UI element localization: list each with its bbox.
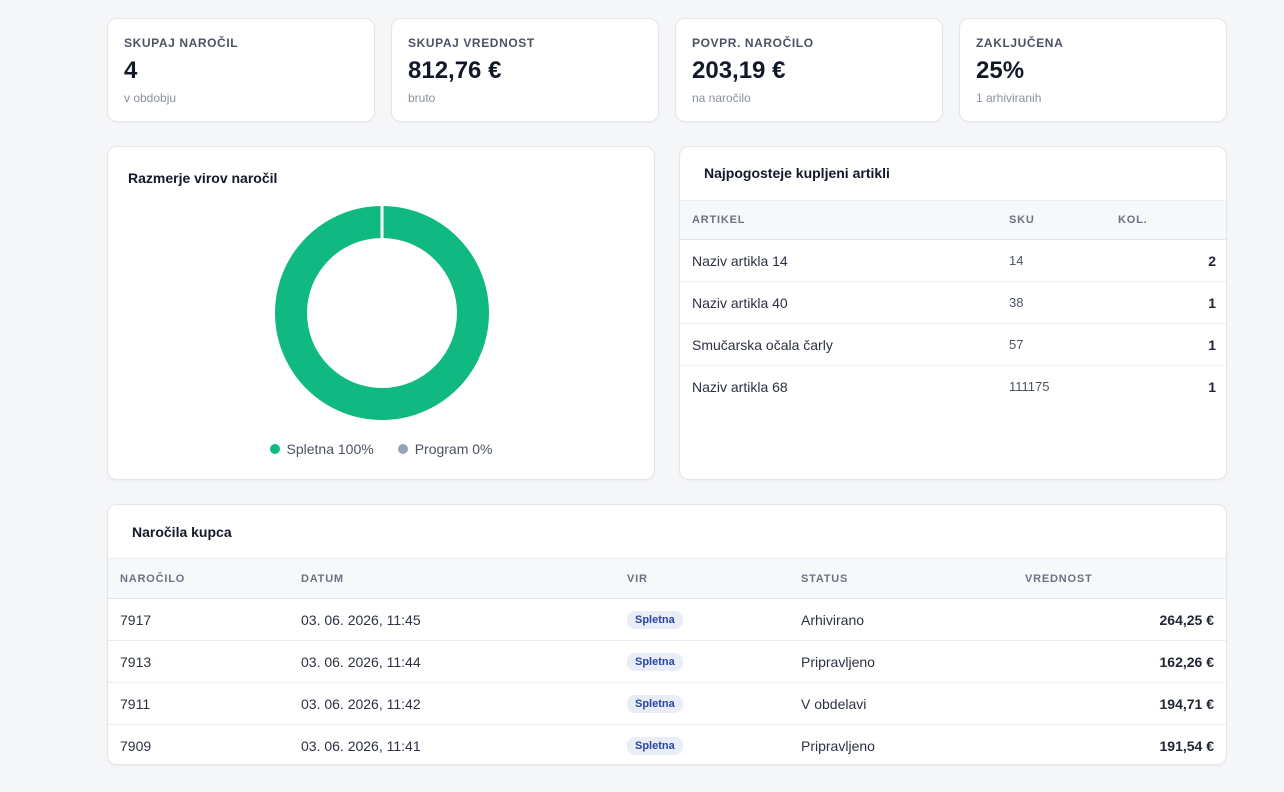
stat-card-total-value: SKUPAJ VREDNOST 812,76 € bruto [391, 18, 659, 122]
order-source: Spletna [627, 725, 801, 765]
article-sku: 111175 [1009, 379, 1050, 395]
customer-orders-table: NAROČILO DATUM VIR STATUS VREDNOST 7917 … [108, 558, 1226, 765]
order-status: Pripravljeno [801, 640, 1025, 683]
stat-label: SKUPAJ VREDNOST [408, 36, 535, 50]
stat-value: 4 [124, 57, 138, 84]
order-value: 191,54 € [1159, 737, 1215, 754]
order-id[interactable]: 7911 [108, 682, 301, 725]
stat-label: ZAKLJUČENA [976, 36, 1064, 50]
column-header-source[interactable]: VIR [627, 558, 801, 599]
order-sources-title: Razmerje virov naročil [128, 170, 278, 186]
order-status: V obdelavi [801, 682, 1025, 725]
stat-subtext: v obdobju [124, 91, 177, 105]
article-sku: 14 [1009, 239, 1118, 282]
order-id[interactable]: 7917 [108, 598, 301, 641]
stat-subtext: bruto [408, 91, 436, 105]
stat-value: 25% [976, 57, 1025, 84]
stat-subtext: na naročilo [692, 91, 751, 105]
order-value: 264,25 € [1025, 598, 1226, 641]
order-sources-card: Razmerje virov naročil Spletna 100% Prog… [107, 146, 655, 480]
stat-label: POVPR. NAROČILO [692, 36, 814, 50]
order-value: 162,26 € [1025, 640, 1226, 683]
order-sources-legend: Spletna 100% Program 0% [108, 441, 654, 457]
order-value: 194,71 € [1025, 682, 1226, 725]
order-date: 03. 06. 2026, 11:44 [301, 640, 627, 683]
top-items-title: Najpogosteje kupljeni artikli [704, 165, 890, 181]
article-sku: 38 [1009, 281, 1118, 324]
order-source: Spletna [627, 682, 801, 725]
stat-card-completed: ZAKLJUČENA 25% 1 arhiviranih [959, 18, 1227, 122]
table-row[interactable]: Naziv artikla 68 111175 1 [680, 366, 1226, 408]
legend-item-program[interactable]: Program 0% [397, 441, 493, 457]
customer-orders-card: Naročila kupca NAROČILO DATUM VIR STATUS… [107, 504, 1227, 765]
order-id[interactable]: 7913 [108, 640, 301, 683]
legend-dot-web [269, 444, 280, 454]
order-source: Spletna [627, 598, 801, 641]
table-row[interactable]: Smučarska očala čarly 57 1 [680, 323, 1226, 366]
column-header-article[interactable]: ARTIKEL [680, 200, 1009, 240]
order-date: 03. 06. 2026, 11:45 [301, 598, 627, 641]
order-status: Arhivirano [801, 598, 1025, 641]
stat-label: SKUPAJ NAROČIL [124, 36, 239, 50]
legend-item-web[interactable]: Spletna 100% [269, 441, 374, 457]
source-badge: Spletna [627, 737, 683, 756]
article-qty: 2 [1118, 239, 1226, 282]
column-header-sku[interactable]: SKU [1009, 200, 1118, 240]
table-row[interactable]: 7917 03. 06. 2026, 11:45 Spletna Arhivir… [108, 598, 1226, 641]
table-row[interactable]: 7909 03. 06. 2026, 11:41 Spletna Priprav… [108, 725, 1226, 765]
stat-subtext: 1 arhiviranih [976, 91, 1042, 105]
table-row[interactable]: 7911 03. 06. 2026, 11:42 Spletna V obdel… [108, 682, 1226, 725]
column-header-order[interactable]: NAROČILO [108, 558, 301, 599]
donut-segment-0[interactable] [275, 206, 489, 420]
order-date: 03. 06. 2026, 11:41 [301, 737, 421, 754]
order-status: Pripravljeno [801, 737, 875, 754]
article-qty: 1 [1118, 323, 1226, 366]
stat-card-avg-order: POVPR. NAROČILO 203,19 € na naročilo [675, 18, 943, 122]
column-header-value[interactable]: VREDNOST [1025, 558, 1226, 599]
table-row[interactable]: Naziv artikla 14 14 2 [680, 239, 1226, 282]
article-name: Smučarska očala čarly [680, 323, 1009, 366]
legend-dot-program [397, 444, 408, 454]
article-sku: 57 [1009, 323, 1118, 366]
article-qty: 1 [1118, 281, 1226, 324]
stat-card-total-orders: SKUPAJ NAROČIL 4 v obdobju [107, 18, 375, 122]
source-badge: Spletna [627, 611, 683, 629]
table-header-row: NAROČILO DATUM VIR STATUS VREDNOST [108, 558, 1226, 599]
column-header-status[interactable]: STATUS [801, 558, 1025, 599]
table-row[interactable]: 7913 03. 06. 2026, 11:44 Spletna Priprav… [108, 640, 1226, 683]
order-source: Spletna [627, 640, 801, 683]
order-date: 03. 06. 2026, 11:42 [301, 682, 627, 725]
article-name: Naziv artikla 14 [680, 239, 1009, 282]
customer-orders-title: Naročila kupca [132, 524, 232, 540]
source-badge: Spletna [627, 695, 683, 713]
article-name: Naziv artikla 68 [692, 378, 788, 395]
column-header-date[interactable]: DATUM [301, 558, 627, 599]
column-header-qty[interactable]: KOL. [1118, 200, 1226, 240]
article-name: Naziv artikla 40 [680, 281, 1009, 324]
table-row[interactable]: Naziv artikla 40 38 1 [680, 281, 1226, 324]
table-header-row: ARTIKEL SKU KOL. [680, 200, 1226, 240]
stat-value: 812,76 € [408, 57, 502, 84]
order-sources-donut [275, 205, 489, 420]
source-badge: Spletna [627, 653, 683, 671]
top-items-card: Najpogosteje kupljeni artikli ARTIKEL SK… [679, 146, 1227, 480]
order-id[interactable]: 7909 [120, 737, 152, 754]
legend-label-program: Program 0% [414, 441, 493, 457]
article-qty: 1 [1208, 378, 1216, 395]
legend-label-web: Spletna 100% [286, 441, 374, 457]
top-items-table: ARTIKEL SKU KOL. Naziv artikla 14 14 2 N… [680, 200, 1226, 408]
stat-value: 203,19 € [692, 57, 786, 84]
